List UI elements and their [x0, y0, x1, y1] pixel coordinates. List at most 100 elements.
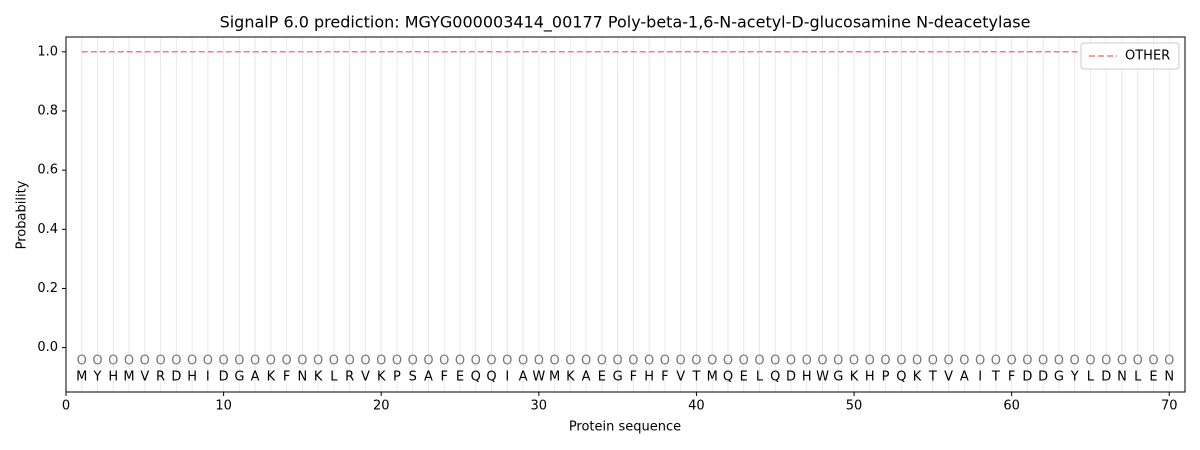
predicted-label: O [928, 353, 938, 368]
predicted-label: O [802, 353, 812, 368]
predicted-label: O [250, 353, 260, 368]
residue-label: N [1164, 370, 1174, 385]
residue-label: Q [486, 370, 496, 385]
predicted-label: O [518, 353, 528, 368]
predicted-label: O [880, 353, 890, 368]
residue-label: E [740, 370, 748, 385]
legend-label: OTHER [1125, 49, 1170, 64]
residue-label: Q [770, 370, 780, 385]
predicted-label: O [1085, 353, 1095, 368]
plot-frame [65, 36, 1186, 393]
residue-label: D [786, 370, 796, 385]
residue-label: Q [471, 370, 481, 385]
x-tick-label: 0 [62, 399, 70, 414]
predicted-label: O [108, 353, 118, 368]
y-tick-label: 0.0 [37, 340, 58, 355]
residue-label: V [676, 370, 685, 385]
predicted-label: O [943, 353, 953, 368]
predicted-label: O [613, 353, 623, 368]
residue-label: Y [93, 370, 102, 385]
residue-label: K [566, 370, 575, 385]
predicted-label: O [1117, 353, 1127, 368]
predicted-label: O [565, 353, 575, 368]
predicted-label: O [865, 353, 875, 368]
predicted-label: O [912, 353, 922, 368]
predicted-label: O [502, 353, 512, 368]
residue-label: V [361, 370, 370, 385]
residue-label: P [393, 370, 401, 385]
predicted-label: O [723, 353, 733, 368]
predicted-label: O [77, 353, 87, 368]
predicted-label: O [896, 353, 906, 368]
y-tick-label: 0.8 [37, 103, 58, 118]
predicted-label: O [817, 353, 827, 368]
residue-label: R [345, 370, 354, 385]
predicted-label: O [187, 353, 197, 368]
predicted-label: O [1164, 353, 1174, 368]
predicted-label: O [345, 353, 355, 368]
residue-label: F [283, 370, 290, 385]
residue-label: F [661, 370, 668, 385]
x-tick-label: 50 [846, 399, 863, 414]
residue-label: D [219, 370, 229, 385]
residue-label: R [156, 370, 165, 385]
predicted-label: O [1038, 353, 1048, 368]
predicted-label: O [676, 353, 686, 368]
residue-label: M [123, 370, 134, 385]
residue-label: W [816, 370, 829, 385]
residue-label: H [802, 370, 812, 385]
residue-label: F [630, 370, 637, 385]
residue-label: H [108, 370, 118, 385]
y-tick-label: 1.0 [37, 44, 58, 59]
residue-label: D [1022, 370, 1032, 385]
residue-label: E [598, 370, 606, 385]
predicted-label: O [218, 353, 228, 368]
x-tick-label: 60 [1003, 399, 1020, 414]
predicted-label: O [581, 353, 591, 368]
predicted-label: O [660, 353, 670, 368]
residue-label: L [756, 370, 764, 385]
predicted-label: O [140, 353, 150, 368]
predicted-label: O [455, 353, 465, 368]
residue-label: K [314, 370, 323, 385]
predicted-label: O [392, 353, 402, 368]
residue-label: Y [1070, 370, 1079, 385]
predicted-label: O [329, 353, 339, 368]
predicted-label: O [439, 353, 449, 368]
predicted-label: O [644, 353, 654, 368]
x-tick-label: 70 [1161, 399, 1178, 414]
predicted-label: O [1054, 353, 1064, 368]
predicted-label: O [155, 353, 165, 368]
predicted-label: O [1133, 353, 1143, 368]
predicted-label: O [376, 353, 386, 368]
y-axis-label: Probability [15, 180, 30, 249]
residue-label: D [1101, 370, 1111, 385]
predicted-label: O [833, 353, 843, 368]
predicted-label: O [360, 353, 370, 368]
residue-label: E [1149, 370, 1157, 385]
predicted-label: O [1148, 353, 1158, 368]
residue-label: H [865, 370, 875, 385]
residue-label: F [441, 370, 448, 385]
x-tick-label: 20 [373, 399, 390, 414]
x-tick-label: 30 [531, 399, 548, 414]
residue-label: K [850, 370, 859, 385]
predicted-label: O [1070, 353, 1080, 368]
residue-label: K [377, 370, 386, 385]
predicted-label: O [1007, 353, 1017, 368]
predicted-label: O [786, 353, 796, 368]
residue-label: M [76, 370, 87, 385]
residue-label: A [960, 370, 969, 385]
residue-label: F [1008, 370, 1015, 385]
residue-label: Q [723, 370, 733, 385]
residue-label: L [330, 370, 338, 385]
y-tick-label: 0.4 [37, 222, 58, 237]
predicted-label: O [549, 353, 559, 368]
predicted-label: O [739, 353, 749, 368]
residue-label: W [532, 370, 545, 385]
residue-label: M [549, 370, 560, 385]
predicted-label: O [171, 353, 181, 368]
residue-label: V [944, 370, 953, 385]
